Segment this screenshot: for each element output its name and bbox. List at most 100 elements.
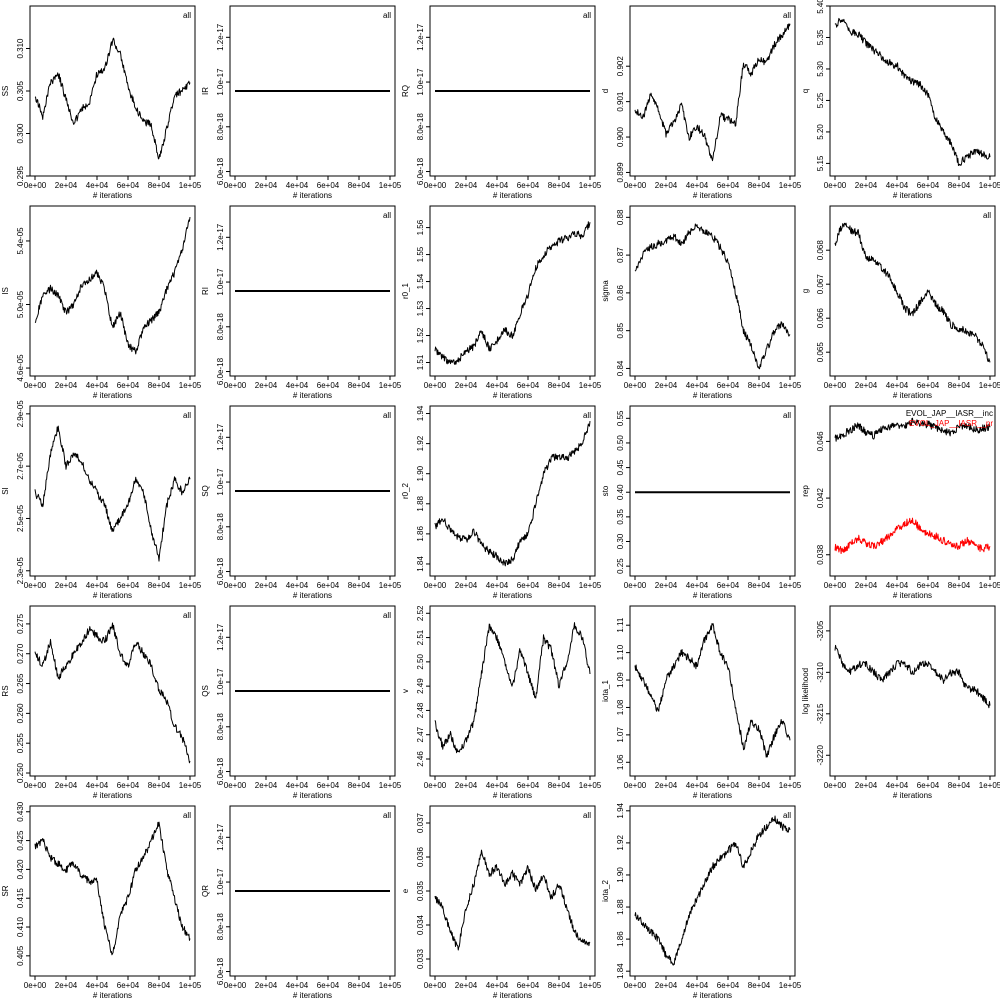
x-tick-label: 1e+05 bbox=[979, 781, 1000, 790]
y-axis-title: SQ bbox=[201, 485, 210, 497]
x-tick-label: 1e+05 bbox=[779, 981, 802, 990]
y-tick-label: 6.0e-18 bbox=[216, 157, 225, 185]
x-tick-label: 8e+04 bbox=[148, 981, 171, 990]
plot-frame bbox=[29, 205, 196, 377]
x-tick-label: 0e+00 bbox=[824, 181, 847, 190]
y-tick-label: 2.9e-05 bbox=[16, 400, 25, 428]
y-tick-label: 1.2e-17 bbox=[216, 23, 225, 51]
plot-frame bbox=[429, 205, 596, 377]
y-axis-title: rep bbox=[801, 485, 810, 497]
y-tick-label: 1.86 bbox=[416, 526, 425, 542]
y-tick-label: 0.415 bbox=[16, 888, 25, 909]
x-tick-label: 4e+04 bbox=[86, 381, 109, 390]
x-tick-label: 6e+04 bbox=[117, 181, 140, 190]
x-axis-title: # iterations bbox=[493, 791, 532, 800]
x-tick-label: 4e+04 bbox=[286, 381, 309, 390]
y-tick-label: 1.2e-17 bbox=[216, 223, 225, 251]
x-tick-label: 0e+00 bbox=[624, 181, 647, 190]
y-tick-label: 0.430 bbox=[16, 801, 25, 822]
trace-panel-v: 0e+00 2e+04 4e+04 6e+04 8e+04 1e+05 2.46 2.47 2.… bbox=[401, 605, 602, 800]
x-tick-label: 1e+05 bbox=[579, 781, 602, 790]
panel-tag: all bbox=[983, 211, 991, 220]
trace-panel-sr: 0e+00 2e+04 4e+04 6e+04 8e+04 1e+05 0.405 0.410… bbox=[1, 801, 202, 1000]
y-tick-label: 1.2e-17 bbox=[216, 623, 225, 651]
plot-frame bbox=[629, 405, 796, 577]
y-tick-label: 0.87 bbox=[616, 247, 625, 263]
x-tick-label: 8e+04 bbox=[548, 381, 571, 390]
trace-panel-rq: 0e+00 2e+04 4e+04 6e+04 8e+04 1e+05 6.0e-18 8.0… bbox=[401, 5, 602, 200]
y-tick-label: 1.08 bbox=[616, 699, 625, 715]
panel-tag: all bbox=[783, 411, 791, 420]
trace-series-0 bbox=[634, 23, 791, 162]
x-axis-title: # iterations bbox=[693, 391, 732, 400]
x-tick-label: 1e+05 bbox=[179, 381, 202, 390]
y-tick-label: 5.25 bbox=[816, 92, 825, 108]
trace-series-0 bbox=[634, 623, 791, 758]
x-axis-title: # iterations bbox=[693, 191, 732, 200]
trace-series-0 bbox=[34, 425, 191, 562]
trace-series-0 bbox=[434, 849, 591, 951]
x-tick-label: 0e+00 bbox=[224, 381, 247, 390]
plot-frame bbox=[29, 405, 196, 577]
trace-series-0 bbox=[634, 223, 791, 370]
x-tick-label: 2e+04 bbox=[655, 381, 678, 390]
x-axis-title: # iterations bbox=[93, 791, 132, 800]
y-tick-label: 0.901 bbox=[616, 91, 625, 112]
x-tick-label: 8e+04 bbox=[348, 781, 371, 790]
y-tick-label: 1.94 bbox=[416, 405, 425, 421]
y-tick-label: 1.2e-17 bbox=[216, 823, 225, 851]
x-axis-title: # iterations bbox=[693, 591, 732, 600]
y-tick-label: 1.90 bbox=[616, 867, 625, 883]
panel-tag: all bbox=[183, 611, 191, 620]
x-tick-label: 2e+04 bbox=[655, 581, 678, 590]
y-tick-label: 0.30 bbox=[616, 533, 625, 549]
trace-series-0 bbox=[434, 420, 591, 567]
panel-tag: all bbox=[583, 11, 591, 20]
y-tick-label: 6.0e-18 bbox=[216, 757, 225, 785]
x-tick-label: 4e+04 bbox=[286, 781, 309, 790]
x-tick-label: 2e+04 bbox=[455, 981, 478, 990]
y-tick-label: 1.51 bbox=[416, 354, 425, 370]
trace-series-0 bbox=[834, 644, 991, 709]
y-axis-title: v bbox=[401, 689, 410, 693]
x-tick-label: 6e+04 bbox=[517, 181, 540, 190]
x-tick-label: 8e+04 bbox=[948, 381, 971, 390]
panel-tag: all bbox=[583, 411, 591, 420]
y-tick-label: 0.067 bbox=[816, 274, 825, 295]
y-axis-title: QR bbox=[201, 885, 210, 897]
y-tick-label: 1.2e-17 bbox=[416, 23, 425, 51]
y-tick-label: 1.09 bbox=[616, 672, 625, 688]
x-tick-label: 4e+04 bbox=[86, 781, 109, 790]
y-axis-title: sigma bbox=[601, 280, 610, 302]
x-tick-label: 6e+04 bbox=[517, 781, 540, 790]
y-tick-label: 0.425 bbox=[16, 830, 25, 851]
x-axis-title: # iterations bbox=[293, 391, 332, 400]
x-tick-label: 2e+04 bbox=[55, 981, 78, 990]
x-tick-label: 8e+04 bbox=[748, 981, 771, 990]
y-tick-label: 2.49 bbox=[416, 678, 425, 694]
y-tick-label: 8.0e-18 bbox=[216, 313, 225, 341]
y-tick-label: 0.255 bbox=[16, 733, 25, 754]
x-tick-label: 6e+04 bbox=[117, 581, 140, 590]
x-tick-label: 1e+05 bbox=[179, 181, 202, 190]
panel-tag: all bbox=[583, 811, 591, 820]
x-tick-label: 0e+00 bbox=[24, 181, 47, 190]
y-axis-title: iota_1 bbox=[601, 680, 610, 702]
trace-series-0 bbox=[834, 17, 991, 167]
y-tick-label: 5.4e-05 bbox=[16, 227, 25, 255]
x-tick-label: 4e+04 bbox=[86, 581, 109, 590]
x-axis-title: # iterations bbox=[93, 591, 132, 600]
x-axis-title: # iterations bbox=[693, 991, 732, 1000]
x-tick-label: 2e+04 bbox=[855, 381, 878, 390]
y-tick-label: 0.85 bbox=[616, 322, 625, 338]
x-tick-label: 4e+04 bbox=[886, 181, 909, 190]
x-tick-label: 6e+04 bbox=[317, 781, 340, 790]
trace-series-0 bbox=[434, 622, 591, 754]
y-axis-title: IS bbox=[1, 287, 10, 295]
x-tick-label: 6e+04 bbox=[317, 581, 340, 590]
y-tick-label: 0.037 bbox=[416, 812, 425, 833]
x-tick-label: 4e+04 bbox=[686, 581, 709, 590]
x-tick-label: 1e+05 bbox=[579, 581, 602, 590]
x-tick-label: 4e+04 bbox=[886, 781, 909, 790]
